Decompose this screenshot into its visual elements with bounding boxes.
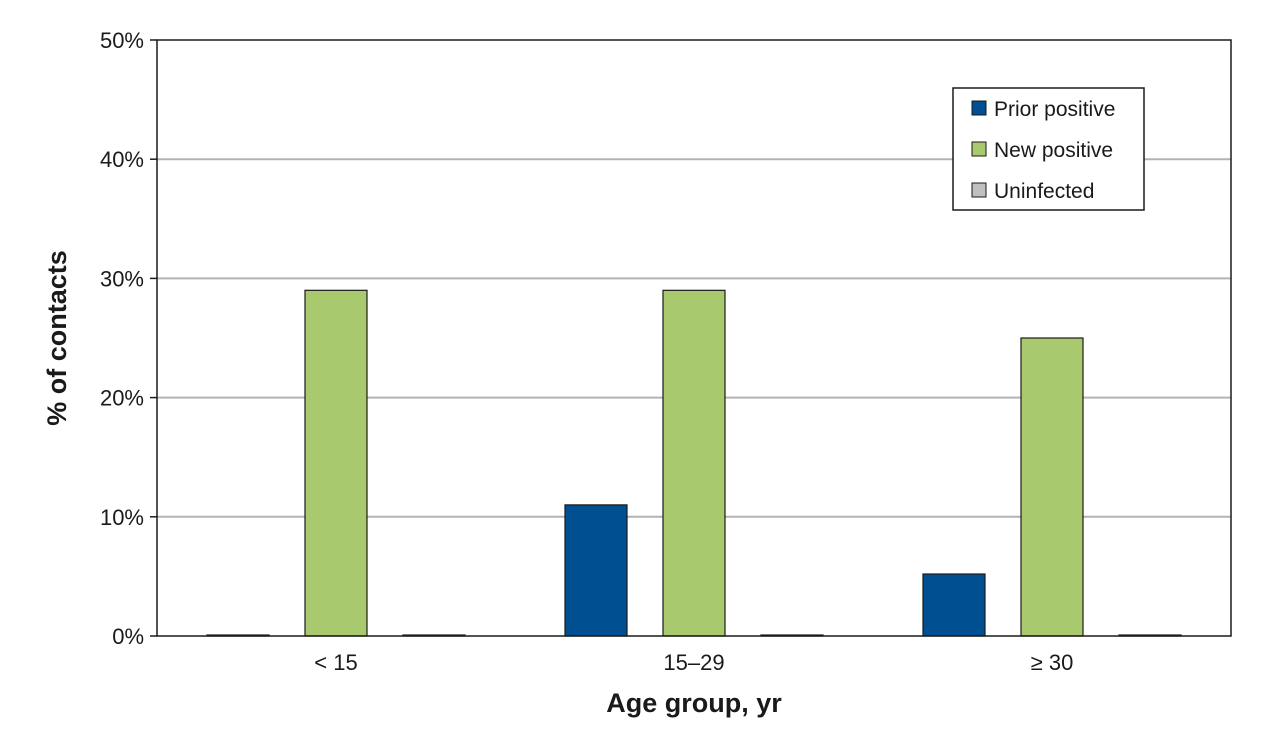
plot-frame — [156, 39, 1232, 637]
legend-label: New positive — [994, 139, 1113, 162]
bars — [206, 289, 1182, 637]
legend-swatch — [971, 182, 987, 198]
y-tick-label: 50% — [100, 28, 144, 53]
y-axis-ticks: 0% 10% 20% 30% 40% 50% — [100, 28, 157, 649]
x-tick-label: ≥ 30 — [1031, 650, 1074, 675]
x-axis-ticks: < 15 15–29 ≥ 30 — [314, 650, 1073, 675]
bar-new-positive — [1020, 337, 1084, 637]
y-tick-label: 30% — [100, 266, 144, 291]
x-axis-title: Age group, yr — [606, 688, 782, 718]
y-tick-label: 20% — [100, 386, 144, 411]
legend-label: Prior positive — [994, 98, 1115, 121]
x-tick-label: < 15 — [314, 650, 357, 675]
legend-label: Uninfected — [994, 180, 1094, 203]
y-tick-label: 0% — [112, 624, 144, 649]
bar-new-positive — [662, 289, 726, 637]
legend-swatch — [971, 141, 987, 157]
legend-swatch — [971, 100, 987, 116]
y-axis-title: % of contacts — [42, 250, 72, 426]
y-tick-label: 40% — [100, 147, 144, 172]
legend: Prior positive New positive Uninfected — [952, 87, 1145, 211]
bar-prior-positive — [564, 504, 628, 637]
y-tick-label: 10% — [100, 505, 144, 530]
bar-new-positive — [304, 289, 368, 637]
bar-prior-positive — [922, 573, 986, 637]
x-tick-label: 15–29 — [663, 650, 724, 675]
